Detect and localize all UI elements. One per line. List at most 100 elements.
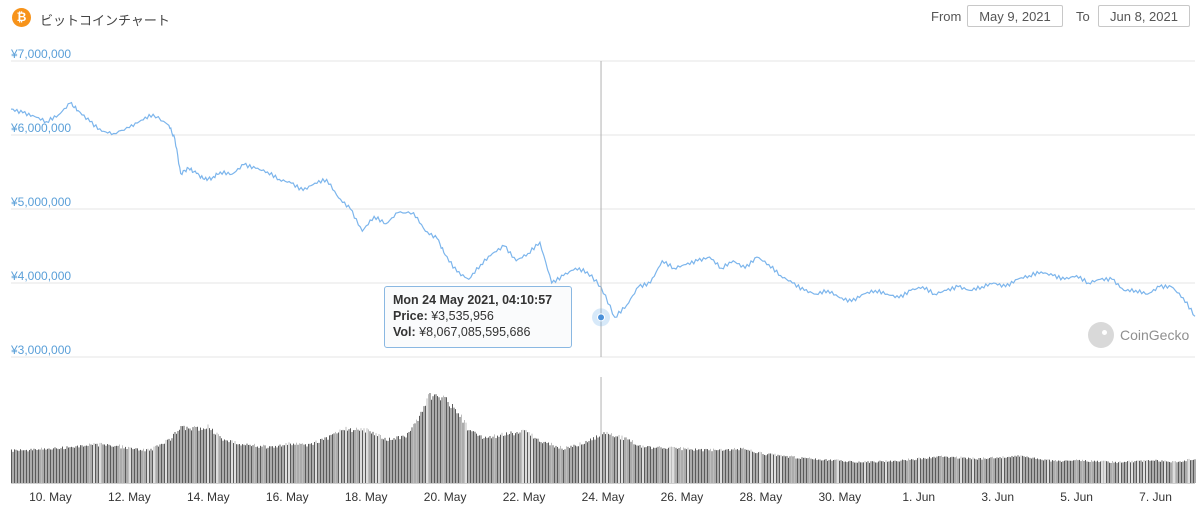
volume-bar — [96, 443, 98, 483]
volume-bar — [602, 434, 603, 483]
volume-bar — [1077, 460, 1079, 483]
volume-bar — [887, 461, 888, 483]
volume-bar — [1140, 460, 1142, 483]
volume-bar — [113, 446, 114, 483]
volume-bar — [302, 443, 303, 483]
volume-bar — [548, 442, 549, 483]
volume-bar — [980, 458, 981, 483]
volume-bar — [680, 446, 681, 483]
volume-bar — [1185, 461, 1187, 483]
volume-bar — [1031, 458, 1032, 483]
volume-bar — [149, 450, 150, 483]
volume-bar — [168, 438, 170, 483]
volume-bar — [1088, 461, 1089, 483]
volume-bar — [447, 402, 449, 483]
volume-bar — [1151, 460, 1152, 483]
volume-bar — [828, 460, 830, 483]
volume-bar — [1043, 460, 1044, 483]
volume-bar — [59, 449, 60, 483]
volume-bar — [794, 456, 795, 483]
volume-bar — [284, 445, 285, 483]
volume-bar — [978, 458, 980, 483]
volume-bar — [492, 436, 494, 483]
volume-bar — [78, 447, 80, 483]
volume-bar — [696, 450, 698, 483]
volume-bar — [938, 456, 939, 483]
volume-bar — [950, 457, 951, 483]
volume-bar — [252, 445, 254, 483]
volume-bar — [843, 461, 845, 483]
volume-bar — [1161, 460, 1163, 483]
volume-bar — [551, 442, 552, 483]
volume-bar — [750, 449, 752, 483]
volume-bar — [380, 434, 381, 483]
volume-bar — [972, 457, 974, 483]
volume-bar — [711, 451, 713, 483]
volume-bar — [242, 444, 243, 483]
volume-bar — [807, 458, 809, 483]
volume-bar — [135, 448, 137, 483]
volume-bar — [84, 445, 86, 483]
from-date-input[interactable]: May 9, 2021 — [967, 5, 1063, 27]
volume-bar — [1007, 457, 1008, 483]
volume-bar — [923, 457, 924, 483]
volume-bar — [209, 428, 210, 483]
volume-bar — [560, 445, 561, 483]
volume-bar — [1002, 456, 1004, 483]
volume-bar — [858, 461, 860, 483]
volume-bar — [777, 454, 779, 483]
volume-bar — [276, 447, 278, 483]
volume-bar — [137, 448, 138, 483]
volume-bar — [158, 446, 159, 483]
volume-bar — [243, 444, 245, 483]
volume-bar — [293, 443, 294, 483]
volume-bar — [1049, 459, 1050, 483]
volume-bar — [1082, 459, 1083, 483]
volume-bar — [428, 394, 429, 483]
volume-bar — [995, 458, 996, 483]
volume-bar — [462, 422, 464, 483]
volume-bar — [420, 411, 422, 483]
x-tick-label: 20. May — [424, 490, 467, 504]
volume-bar — [743, 447, 744, 483]
volume-bar — [621, 435, 623, 483]
volume-bar — [746, 449, 747, 483]
volume-bar — [467, 430, 468, 483]
volume-bar — [710, 448, 711, 483]
volume-bar — [311, 443, 312, 483]
volume-bar — [464, 420, 465, 483]
to-date-input[interactable]: Jun 8, 2021 — [1098, 5, 1190, 27]
volume-bar — [471, 431, 473, 483]
volume-bar — [533, 438, 534, 483]
volume-bar — [225, 440, 227, 483]
volume-bar — [1133, 462, 1134, 483]
volume-bar — [453, 407, 455, 483]
volume-bar — [975, 459, 977, 483]
volume-bar — [30, 448, 32, 483]
volume-bar — [701, 448, 702, 483]
y-tick-label: ¥5,000,000 — [10, 195, 71, 209]
volume-bar — [111, 446, 113, 483]
volume-bar — [662, 448, 663, 483]
volume-bar — [648, 446, 650, 483]
volume-bar — [1194, 459, 1196, 483]
volume-bar — [390, 439, 392, 483]
volume-bar — [588, 440, 590, 483]
volume-bar — [993, 458, 995, 483]
volume-bar — [888, 461, 890, 483]
volume-bar — [87, 445, 89, 483]
volume-bar — [56, 448, 57, 483]
volume-bar — [69, 447, 71, 483]
volume-bar — [1110, 462, 1112, 483]
volume-bar — [1067, 460, 1068, 483]
volume-bar — [590, 438, 591, 483]
volume-bar — [1047, 459, 1049, 483]
volume-bar — [956, 456, 957, 483]
volume-bar — [519, 432, 521, 483]
volume-bar — [741, 448, 743, 483]
volume-bar — [642, 445, 644, 483]
volume-bar — [261, 446, 263, 483]
volume-bar — [761, 452, 762, 483]
volume-bar — [435, 394, 437, 483]
